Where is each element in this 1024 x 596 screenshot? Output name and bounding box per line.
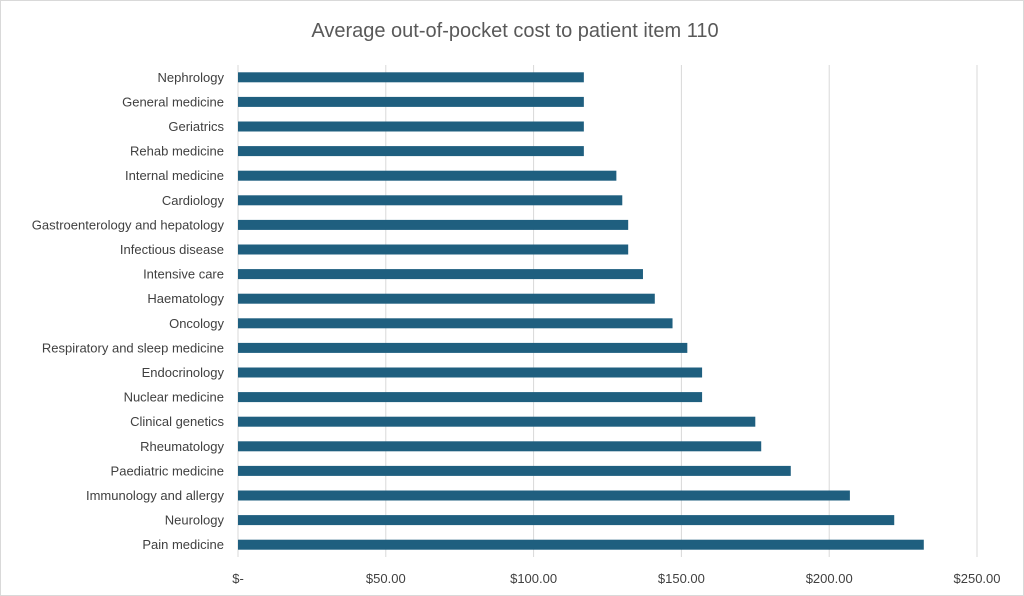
bar: [238, 539, 924, 550]
category-label: Oncology: [169, 316, 224, 331]
category-label: Endocrinology: [142, 365, 225, 380]
category-label: Geriatrics: [168, 119, 224, 134]
category-label: Immunology and allergy: [86, 488, 225, 503]
category-label: Infectious disease: [120, 242, 224, 257]
bar: [238, 465, 791, 476]
category-label: Paediatric medicine: [111, 463, 224, 478]
category-label: Nephrology: [158, 70, 225, 85]
x-tick-label: $250.00: [954, 571, 1001, 586]
bar: [238, 416, 756, 427]
bar: [238, 72, 584, 83]
bar: [238, 195, 623, 206]
category-label: Rehab medicine: [130, 144, 224, 159]
bar: [238, 96, 584, 107]
category-label: General medicine: [122, 94, 224, 109]
bar: [238, 121, 584, 132]
x-tick-label: $150.00: [658, 571, 705, 586]
x-axis-tick-labels: $- $50.00 $100.00 $150.00 $200.00 $250.00: [232, 571, 1000, 586]
x-tick-label: $100.00: [510, 571, 557, 586]
category-label: Gastroenterology and hepatology: [32, 217, 225, 232]
chart-title: Average out-of-pocket cost to patient it…: [311, 20, 718, 42]
x-tick-label: $50.00: [366, 571, 406, 586]
gridlines: [237, 65, 978, 557]
category-label: Neurology: [165, 513, 225, 528]
bar: [238, 367, 703, 378]
category-label: Clinical genetics: [130, 414, 224, 429]
category-label: Pain medicine: [142, 537, 224, 552]
bars: [238, 72, 924, 550]
category-label: Internal medicine: [125, 168, 224, 183]
bar: [238, 441, 762, 452]
category-label: Nuclear medicine: [124, 390, 224, 405]
bar: [238, 146, 584, 157]
x-tick-label: $-: [232, 571, 244, 586]
bar: [238, 490, 850, 501]
bar: [238, 342, 688, 353]
bar: [238, 293, 655, 304]
bar: [238, 170, 617, 181]
bar: [238, 515, 895, 526]
category-label: Rheumatology: [140, 439, 224, 454]
x-tick-label: $200.00: [806, 571, 853, 586]
category-label: Cardiology: [162, 193, 225, 208]
bar: [238, 269, 643, 280]
category-label: Haematology: [147, 291, 224, 306]
category-labels: Nephrology General medicine Geriatrics Reha…: [32, 70, 225, 552]
bar: [238, 392, 703, 403]
bar: [238, 219, 629, 230]
bar: [238, 244, 629, 255]
bar: [238, 318, 673, 329]
category-label: Intensive care: [143, 267, 224, 282]
category-label: Respiratory and sleep medicine: [42, 340, 224, 355]
